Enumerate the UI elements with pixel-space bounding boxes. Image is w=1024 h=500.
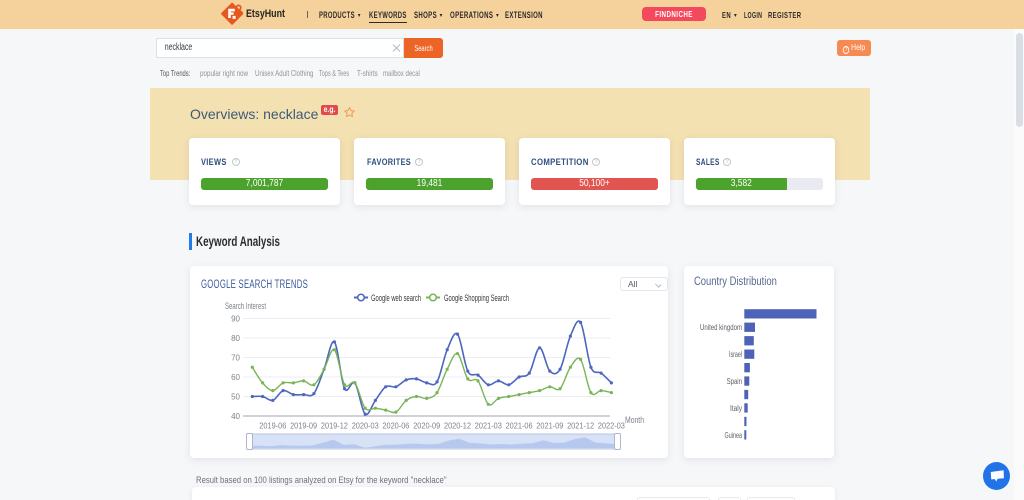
svg-text:90: 90 xyxy=(231,315,240,324)
svg-text:2021-06: 2021-06 xyxy=(506,421,533,431)
svg-text:70: 70 xyxy=(231,354,240,363)
svg-text:2019-12: 2019-12 xyxy=(321,421,348,431)
svg-text:2022-03: 2022-03 xyxy=(598,421,625,431)
svg-text:40: 40 xyxy=(231,412,240,421)
svg-text:United kingdom: United kingdom xyxy=(700,323,742,332)
svg-text:2020-12: 2020-12 xyxy=(444,421,471,431)
svg-text:Italy: Italy xyxy=(730,404,742,413)
svg-text:2021-03: 2021-03 xyxy=(475,421,502,431)
svg-text:2019-09: 2019-09 xyxy=(290,421,317,431)
svg-text:80: 80 xyxy=(231,334,240,343)
svg-text:2021-09: 2021-09 xyxy=(536,421,563,431)
svg-text:Spain: Spain xyxy=(727,377,742,386)
svg-text:Israel: Israel xyxy=(729,350,742,359)
svg-text:2021-12: 2021-12 xyxy=(567,421,594,431)
svg-text:50: 50 xyxy=(231,393,240,402)
svg-text:Google web search: Google web search xyxy=(371,293,421,304)
svg-text:2020-03: 2020-03 xyxy=(352,421,379,431)
svg-text:Month: Month xyxy=(625,415,644,425)
svg-text:Search Interest: Search Interest xyxy=(225,301,266,311)
svg-text:Google Shopping Search: Google Shopping Search xyxy=(444,293,509,304)
svg-text:2020-09: 2020-09 xyxy=(413,421,440,431)
svg-text:Guinea: Guinea xyxy=(725,431,743,440)
svg-text:60: 60 xyxy=(231,373,240,382)
svg-text:2020-06: 2020-06 xyxy=(382,421,409,431)
svg-text:2019-06: 2019-06 xyxy=(259,421,286,431)
